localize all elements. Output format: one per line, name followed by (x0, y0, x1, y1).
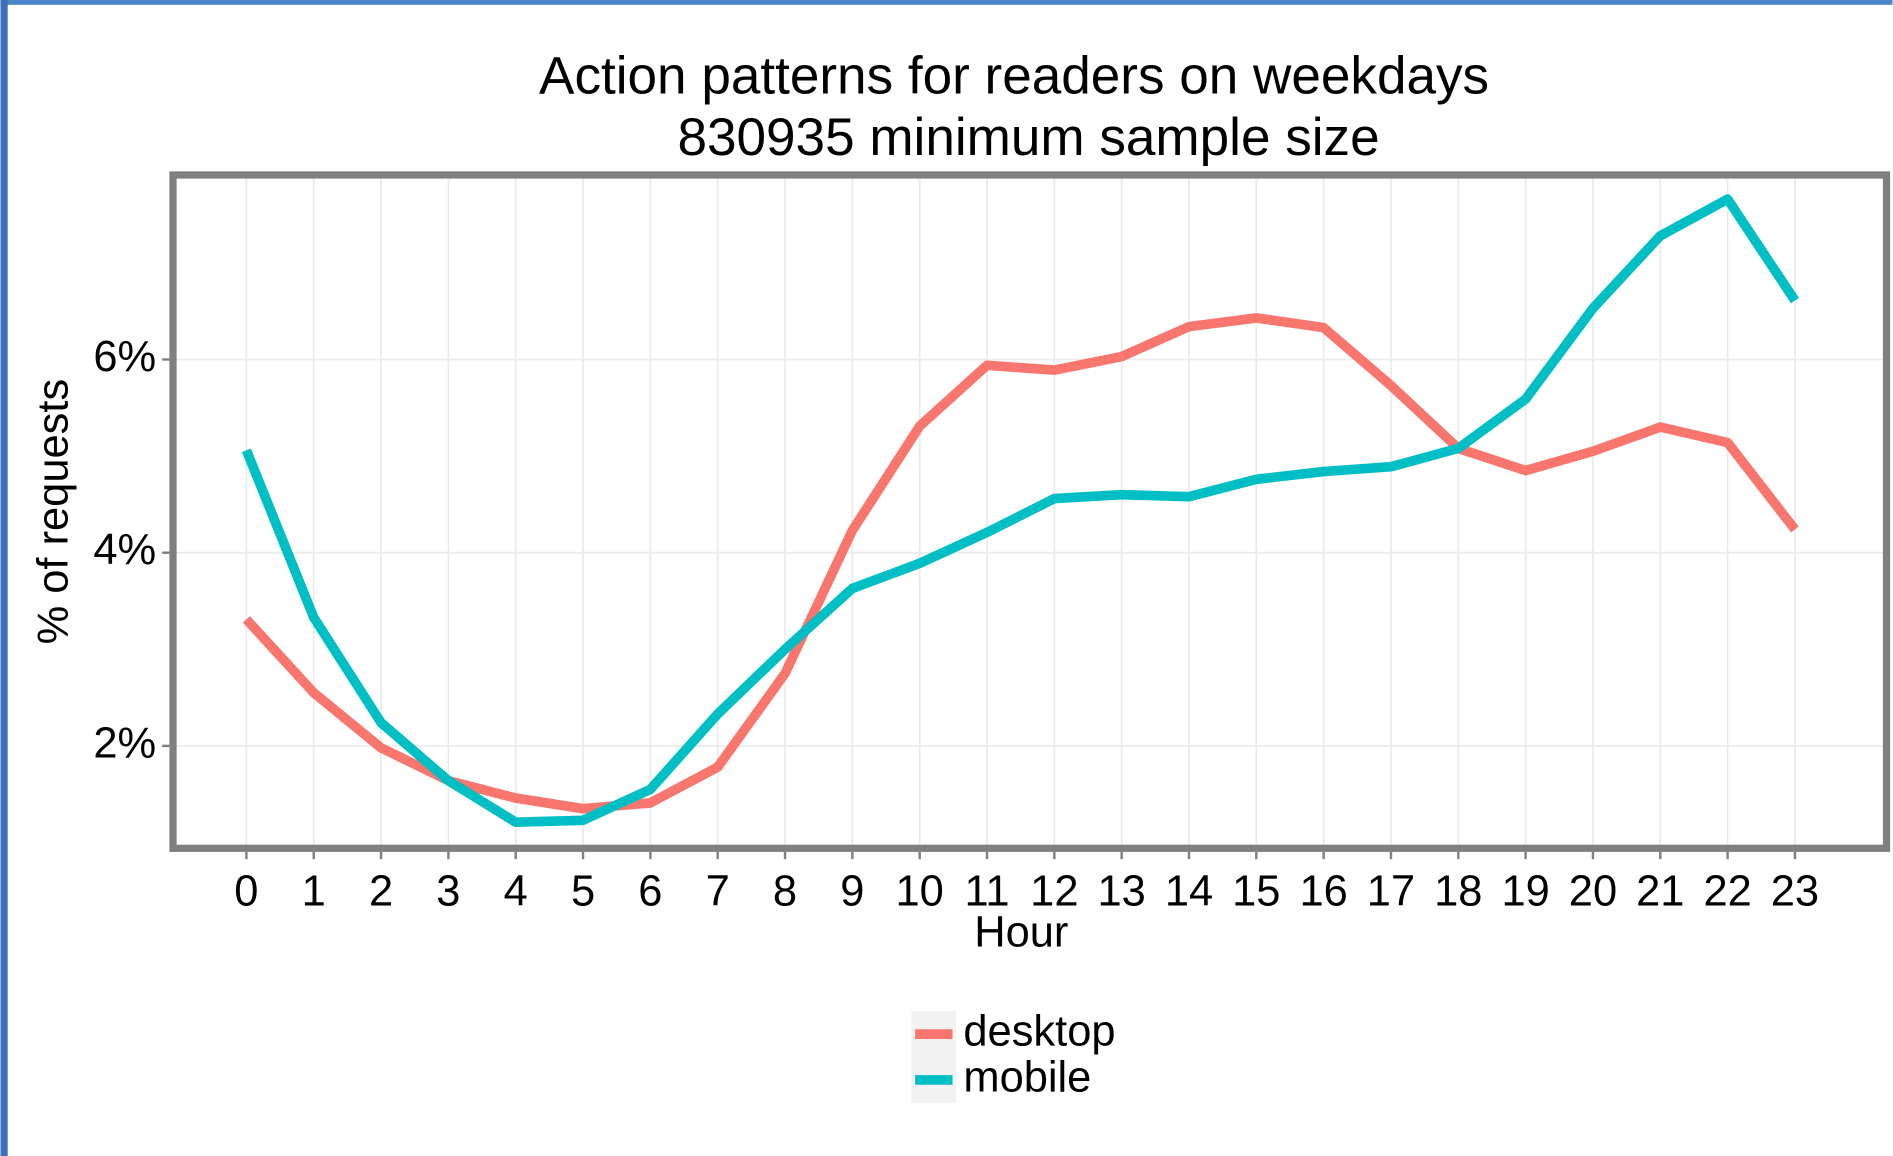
x-tick-label: 14 (1165, 868, 1213, 916)
chart-subtitle: 830935 minimum sample size (677, 108, 1379, 167)
x-tick-label: 23 (1771, 868, 1819, 916)
y-tick-label: 6% (93, 333, 156, 381)
x-tick-label: 12 (1030, 868, 1078, 916)
plot-border (169, 171, 1891, 852)
x-tick-label: 7 (706, 868, 730, 916)
x-tick-label: 21 (1636, 868, 1684, 916)
x-tick-label: 9 (840, 868, 864, 916)
x-tick-label: 1 (302, 868, 326, 916)
x-tick-label: 19 (1501, 868, 1549, 916)
x-tick-label: 20 (1569, 868, 1617, 916)
x-tick-label: 6 (638, 868, 662, 916)
x-axis-label: Hour (974, 909, 1068, 957)
legend-label: mobile (963, 1053, 1091, 1101)
x-tick-label: 13 (1097, 868, 1145, 916)
x-tick-label: 5 (571, 868, 595, 916)
x-tick-label: 2 (369, 868, 393, 916)
y-axis-label: % of requests (29, 379, 77, 645)
window-border-left (0, 0, 8, 1156)
x-tick-label: 4 (504, 868, 528, 916)
window-border-top (0, 0, 1893, 5)
legend-label: desktop (963, 1008, 1115, 1056)
y-tick-label: 4% (93, 526, 156, 574)
chart-title: Action patterns for readers on weekdays (539, 47, 1489, 106)
x-tick-label: 18 (1434, 868, 1482, 916)
line-series (242, 313, 1799, 814)
x-tick-label: 15 (1232, 868, 1280, 916)
x-tick-label: 22 (1703, 868, 1751, 916)
x-tick-label: 8 (773, 868, 797, 916)
x-tick-label: 3 (436, 868, 460, 916)
x-tick-label: 17 (1367, 868, 1415, 916)
line-series (241, 194, 1799, 828)
x-tick-label: 11 (964, 868, 1009, 916)
x-tick-label: 0 (234, 868, 258, 916)
x-tick-label: 16 (1299, 868, 1347, 916)
x-tick-label: 10 (896, 868, 944, 916)
y-tick-label: 2% (93, 719, 156, 767)
